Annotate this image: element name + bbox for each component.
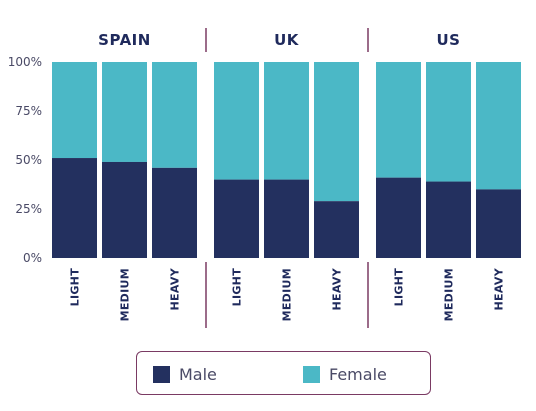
group-title-us: US: [437, 31, 461, 49]
legend-item-female: Female: [303, 364, 387, 384]
legend-swatch-female: [303, 365, 320, 383]
x-tick-label: LIGHT: [231, 268, 244, 307]
bar-female-spain-light: [52, 62, 97, 159]
bar-male-spain-heavy: [152, 167, 197, 258]
group-title-spain: SPAIN: [98, 31, 151, 49]
y-tick-label: 75%: [15, 104, 42, 118]
legend-swatch-male: [153, 365, 170, 383]
bar-female-uk-heavy: [314, 62, 359, 202]
group-title-uk: UK: [274, 31, 300, 49]
x-tick-label: LIGHT: [393, 268, 406, 307]
y-tick-label: 50%: [15, 153, 42, 167]
bar-male-spain-medium: [102, 161, 147, 258]
bar-male-uk-light: [214, 179, 259, 258]
bar-male-uk-heavy: [314, 201, 359, 258]
bar-female-uk-medium: [264, 62, 309, 180]
x-tick-label: MEDIUM: [443, 268, 456, 321]
bar-female-us-medium: [426, 62, 471, 182]
bar-female-us-heavy: [476, 62, 521, 190]
bar-male-us-heavy: [476, 189, 521, 258]
x-tick-label: HEAVY: [169, 267, 182, 310]
x-tick-label: HEAVY: [331, 267, 344, 310]
x-tick-label: HEAVY: [493, 267, 506, 310]
bar-male-us-medium: [426, 181, 471, 258]
y-tick-label: 0%: [23, 251, 42, 265]
legend-label-male: Male: [179, 364, 217, 384]
y-tick-label: 25%: [15, 202, 42, 216]
x-tick-label: LIGHT: [69, 268, 82, 307]
x-tick-label: MEDIUM: [119, 268, 132, 321]
stacked-bar-chart: 0% 25% 50% 75% 100% SPAIN LIGHT MEDIUM HEAVY UK LI…: [8, 28, 521, 328]
bar-female-spain-medium: [102, 62, 147, 162]
y-tick-label: 100%: [8, 55, 42, 69]
x-tick-label: MEDIUM: [281, 268, 294, 321]
bar-male-us-light: [376, 177, 421, 258]
bar-male-uk-medium: [264, 179, 309, 258]
legend-item-male: Male: [153, 364, 217, 384]
legend: Male Female: [136, 351, 431, 395]
legend-label-female: Female: [329, 364, 387, 384]
bar-female-us-light: [376, 62, 421, 178]
bar-female-uk-light: [214, 62, 259, 180]
bar-female-spain-heavy: [152, 62, 197, 168]
bar-male-spain-light: [52, 158, 97, 258]
